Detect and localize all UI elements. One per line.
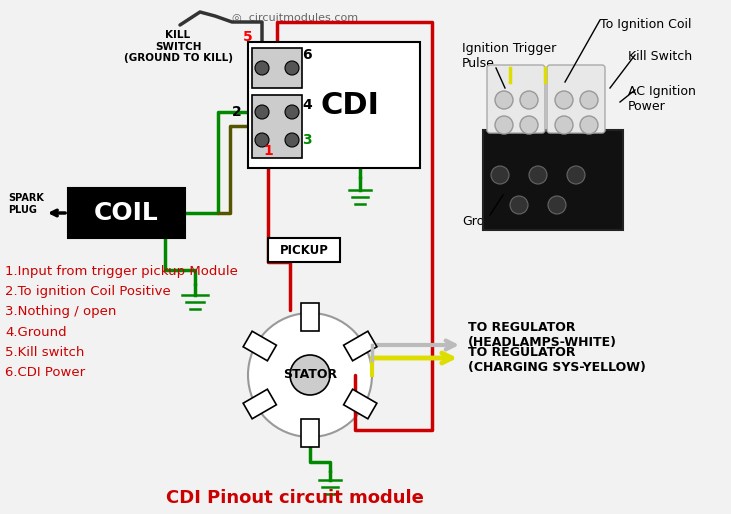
Bar [483,130,623,230]
Bar [248,42,420,168]
Circle shape [290,355,330,395]
Polygon shape [344,389,377,419]
Circle shape [510,196,528,214]
Circle shape [555,116,573,134]
Text: 1: 1 [263,144,273,158]
Text: SPARK
PLUG: SPARK PLUG [8,193,44,215]
Circle shape [548,196,566,214]
Text: COIL: COIL [94,201,159,225]
Circle shape [495,116,513,134]
Circle shape [555,91,573,109]
Text: 4: 4 [302,98,311,112]
Text: 1.Input from trigger pickup Module: 1.Input from trigger pickup Module [5,266,238,279]
Text: AC Ignition
Power: AC Ignition Power [628,85,696,113]
Text: 5: 5 [243,30,253,44]
Text: CDI Pinout circuit module: CDI Pinout circuit module [166,489,424,507]
Text: KILL
SWITCH
(GROUND TO KILL): KILL SWITCH (GROUND TO KILL) [124,30,232,63]
Text: TO REGULATOR
(HEADLAMPS-WHITE): TO REGULATOR (HEADLAMPS-WHITE) [468,321,617,349]
Bar [252,48,302,88]
Circle shape [285,133,299,147]
Circle shape [285,61,299,75]
Text: TO REGULATOR
(CHARGING SYS-YELLOW): TO REGULATOR (CHARGING SYS-YELLOW) [468,346,646,374]
Text: 5.Kill switch: 5.Kill switch [5,345,84,358]
Circle shape [529,166,547,184]
Text: 3.Nothing / open: 3.Nothing / open [5,305,116,319]
FancyBboxPatch shape [487,65,545,133]
Text: 6.CDI Power: 6.CDI Power [5,365,85,378]
Text: To Ignition Coil: To Ignition Coil [600,18,692,31]
Text: ◎  circuitmodules.com: ◎ circuitmodules.com [232,12,358,22]
Text: PICKUP: PICKUP [279,244,328,256]
Bar [268,238,340,262]
Text: Ground: Ground [462,215,508,228]
Circle shape [520,116,538,134]
Text: Kill Switch: Kill Switch [628,50,692,63]
Bar [252,95,302,158]
Circle shape [255,105,269,119]
Polygon shape [243,389,276,419]
Circle shape [567,166,585,184]
Circle shape [520,91,538,109]
Text: STATOR: STATOR [283,369,337,381]
Circle shape [580,91,598,109]
Polygon shape [301,303,319,331]
Circle shape [255,133,269,147]
Text: 2: 2 [232,105,242,119]
Circle shape [495,91,513,109]
Text: Ignition Trigger
Pulse: Ignition Trigger Pulse [462,42,556,70]
Circle shape [580,116,598,134]
Circle shape [255,61,269,75]
Circle shape [248,313,372,437]
Text: 2.To ignition Coil Positive: 2.To ignition Coil Positive [5,285,171,299]
Text: CDI: CDI [320,90,379,119]
Polygon shape [344,331,377,361]
FancyBboxPatch shape [547,65,605,133]
Text: 4.Ground: 4.Ground [5,325,67,339]
Text: 6: 6 [302,48,311,62]
Polygon shape [243,331,276,361]
Polygon shape [301,419,319,447]
Text: 3: 3 [302,133,311,147]
Circle shape [491,166,509,184]
Bar [68,188,185,238]
Circle shape [285,105,299,119]
